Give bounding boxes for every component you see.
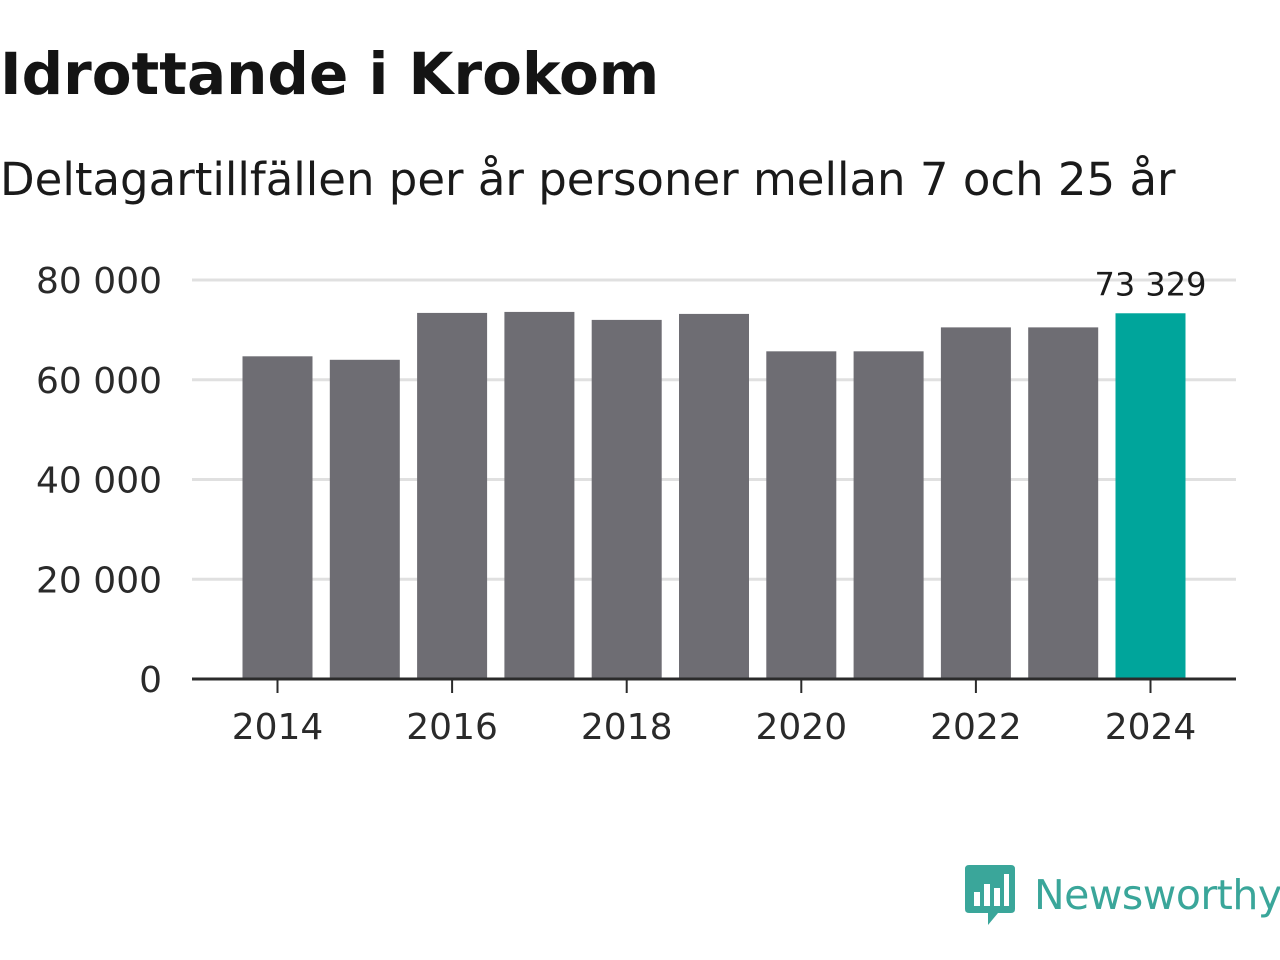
bar-2014 bbox=[242, 356, 313, 679]
bar-2024 bbox=[1115, 313, 1186, 679]
bar-2017 bbox=[504, 311, 575, 679]
x-tick-label: 2024 bbox=[1105, 707, 1197, 748]
y-tick-label: 60 000 bbox=[36, 361, 162, 402]
bar-2022 bbox=[940, 327, 1011, 679]
bar-2016 bbox=[417, 312, 488, 679]
x-tick-label: 2014 bbox=[232, 707, 324, 748]
x-tick-label: 2016 bbox=[406, 707, 498, 748]
data-labels: 73 329 bbox=[1095, 265, 1207, 303]
bar-2019 bbox=[679, 313, 749, 679]
bars bbox=[242, 311, 1186, 679]
data-label-highlight: 73 329 bbox=[1095, 265, 1207, 303]
y-axis-ticks: 0 20 000 40 000 60 000 80 000 bbox=[36, 261, 162, 701]
newsworthy-logo-icon bbox=[965, 865, 1015, 925]
y-tick-label: 80 000 bbox=[36, 261, 162, 302]
x-axis: 2014 2016 2018 2020 2022 2024 bbox=[192, 677, 1236, 748]
bar-2018 bbox=[591, 319, 662, 679]
y-tick-label: 0 bbox=[139, 660, 162, 701]
brand-name: Newsworthy bbox=[1034, 871, 1280, 919]
bar-2021 bbox=[853, 351, 924, 679]
x-tick-label: 2020 bbox=[755, 707, 847, 748]
chart-subtitle: Deltagartillfällen per år personer mella… bbox=[0, 153, 1176, 206]
y-tick-label: 40 000 bbox=[36, 461, 162, 502]
bar-2020 bbox=[766, 351, 837, 679]
bar-2015 bbox=[329, 359, 400, 679]
x-tick-label: 2022 bbox=[930, 707, 1022, 748]
bar-2023 bbox=[1028, 327, 1099, 679]
x-tick-label: 2018 bbox=[581, 707, 673, 748]
chart-title: Idrottande i Krokom bbox=[0, 40, 660, 108]
brand-logo: Newsworthy bbox=[964, 862, 1280, 928]
y-tick-label: 20 000 bbox=[36, 560, 162, 601]
